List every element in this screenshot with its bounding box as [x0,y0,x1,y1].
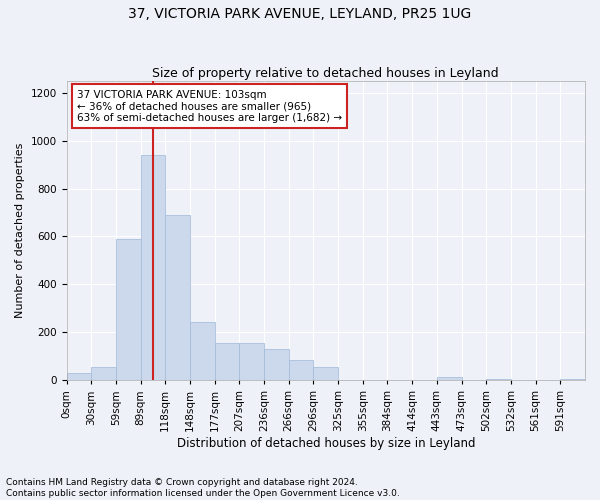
Title: Size of property relative to detached houses in Leyland: Size of property relative to detached ho… [152,66,499,80]
Bar [560,379,585,380]
Bar [239,343,264,380]
Bar [91,367,116,380]
Bar [165,215,190,380]
X-axis label: Distribution of detached houses by size in Leyland: Distribution of detached houses by size … [176,437,475,450]
Bar [289,360,313,380]
Bar [140,155,165,380]
Bar [437,376,461,380]
Text: 37, VICTORIA PARK AVENUE, LEYLAND, PR25 1UG: 37, VICTORIA PARK AVENUE, LEYLAND, PR25 … [128,8,472,22]
Text: Contains HM Land Registry data © Crown copyright and database right 2024.
Contai: Contains HM Land Registry data © Crown c… [6,478,400,498]
Text: 37 VICTORIA PARK AVENUE: 103sqm
← 36% of detached houses are smaller (965)
63% o: 37 VICTORIA PARK AVENUE: 103sqm ← 36% of… [77,90,342,123]
Bar [116,239,140,380]
Bar [190,322,215,380]
Bar [264,349,289,380]
Bar [67,373,91,380]
Bar [215,343,239,380]
Bar [313,367,338,380]
Bar [486,379,511,380]
Y-axis label: Number of detached properties: Number of detached properties [15,143,25,318]
